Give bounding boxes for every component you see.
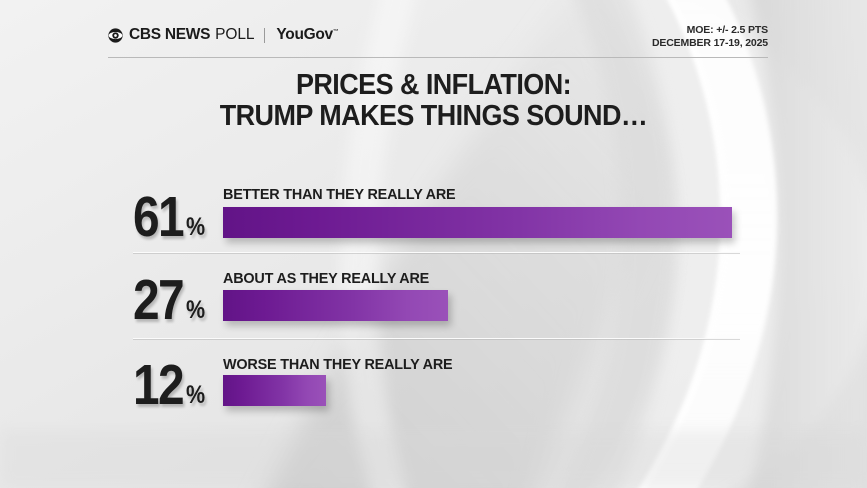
result-label: BETTER THAN THEY REALLY ARE xyxy=(223,186,456,203)
result-bar xyxy=(223,207,732,238)
percentage-number: 61 xyxy=(133,185,185,249)
row-separator xyxy=(133,338,740,339)
title-line-1: PRICES & INFLATION: xyxy=(295,69,572,101)
poll-date: DECEMBER 17-19, 2025 xyxy=(651,37,768,49)
poll-metadata: MOE: +/- 2.5 PTS DECEMBER 17-19, 2025 xyxy=(652,24,768,50)
percent-symbol: % xyxy=(186,213,206,241)
margin-of-error: MOE: +/- 2.5 PTS xyxy=(686,24,768,36)
row-separator xyxy=(133,252,740,253)
cbs-eye-icon xyxy=(108,27,123,43)
page-title: PRICES & INFLATION: TRUMP MAKES THINGS S… xyxy=(30,70,836,132)
header: CBS NEWS POLL YouGov™ MOE: +/- 2.5 PTS D… xyxy=(108,24,768,58)
yougov-label: YouGov™ xyxy=(276,26,339,43)
percent-symbol: % xyxy=(186,381,206,409)
percent-symbol: % xyxy=(186,296,206,324)
brand-lockup: CBS NEWS POLL YouGov™ xyxy=(108,26,339,44)
result-bar xyxy=(223,375,326,406)
percentage-value: 12 % xyxy=(133,353,208,417)
percentage-number: 27 xyxy=(133,268,185,332)
percentage-value: 27 % xyxy=(133,268,208,332)
percentage-number: 12 xyxy=(133,353,185,417)
title-line-2: TRUMP MAKES THINGS SOUND… xyxy=(219,100,648,132)
result-label: WORSE THAN THEY REALLY ARE xyxy=(223,356,453,373)
result-bar xyxy=(223,290,448,321)
percentage-value: 61 % xyxy=(133,185,208,249)
poll-label: POLL xyxy=(215,26,255,43)
trademark-mark: ™ xyxy=(332,28,339,35)
cbs-news-label: CBS NEWS xyxy=(129,26,211,43)
result-label: ABOUT AS THEY REALLY ARE xyxy=(223,270,430,287)
brand-divider xyxy=(264,27,266,43)
header-rule xyxy=(108,57,768,58)
